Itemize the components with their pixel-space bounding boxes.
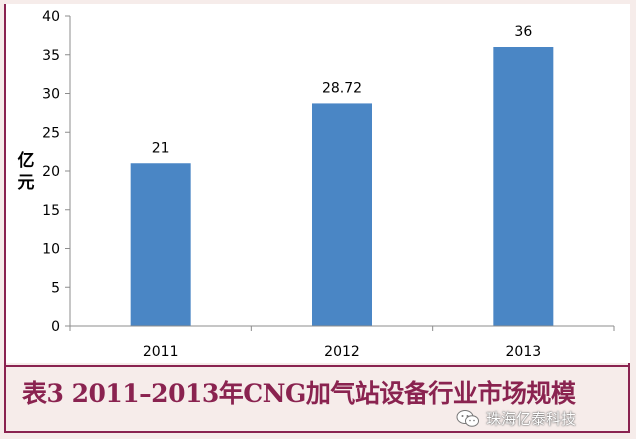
x-tick-label: 2011 [143, 344, 179, 360]
y-axis-title-char: 元 [18, 173, 35, 193]
data-label: 21 [152, 140, 170, 156]
figure-caption: 表3 2011–2013年CNG加气站设备行业市场规模 [22, 379, 576, 408]
y-tick-label: 0 [51, 319, 60, 335]
x-tick-label: 2013 [506, 344, 542, 360]
y-tick-label: 10 [42, 242, 60, 258]
y-tick-label: 5 [51, 280, 60, 296]
y-axis-ticks: 0 5 10 15 20 25 30 35 40 [42, 9, 70, 335]
plot-panel: 亿元 0 5 10 15 20 25 30 35 40 21 28.72 36 2011 2012 20… [6, 4, 630, 363]
watermark-text: 珠海亿泰科技 [486, 410, 577, 428]
y-tick-label: 25 [42, 125, 60, 141]
wechat-icon [456, 409, 479, 427]
watermark: 珠海亿泰科技 [456, 408, 576, 429]
y-axis-title-char: 亿 [18, 150, 35, 171]
axes [69, 16, 614, 327]
bar [312, 103, 372, 326]
x-tick-label: 2012 [324, 344, 360, 360]
data-label: 36 [514, 24, 532, 40]
bar [493, 47, 554, 326]
y-tick-label: 15 [42, 203, 60, 219]
bars [130, 47, 554, 326]
data-label: 28.72 [322, 80, 362, 96]
caption-divider [4, 365, 630, 367]
y-tick-label: 40 [42, 9, 60, 25]
data-labels: 21 28.72 36 [152, 24, 533, 156]
y-tick-label: 20 [42, 164, 60, 180]
bar [130, 163, 191, 326]
y-tick-label: 35 [42, 48, 60, 64]
y-tick-label: 30 [42, 87, 60, 103]
x-axis-ticks: 2011 2012 2013 [69, 326, 615, 360]
y-axis-title: 亿元 [18, 150, 35, 193]
